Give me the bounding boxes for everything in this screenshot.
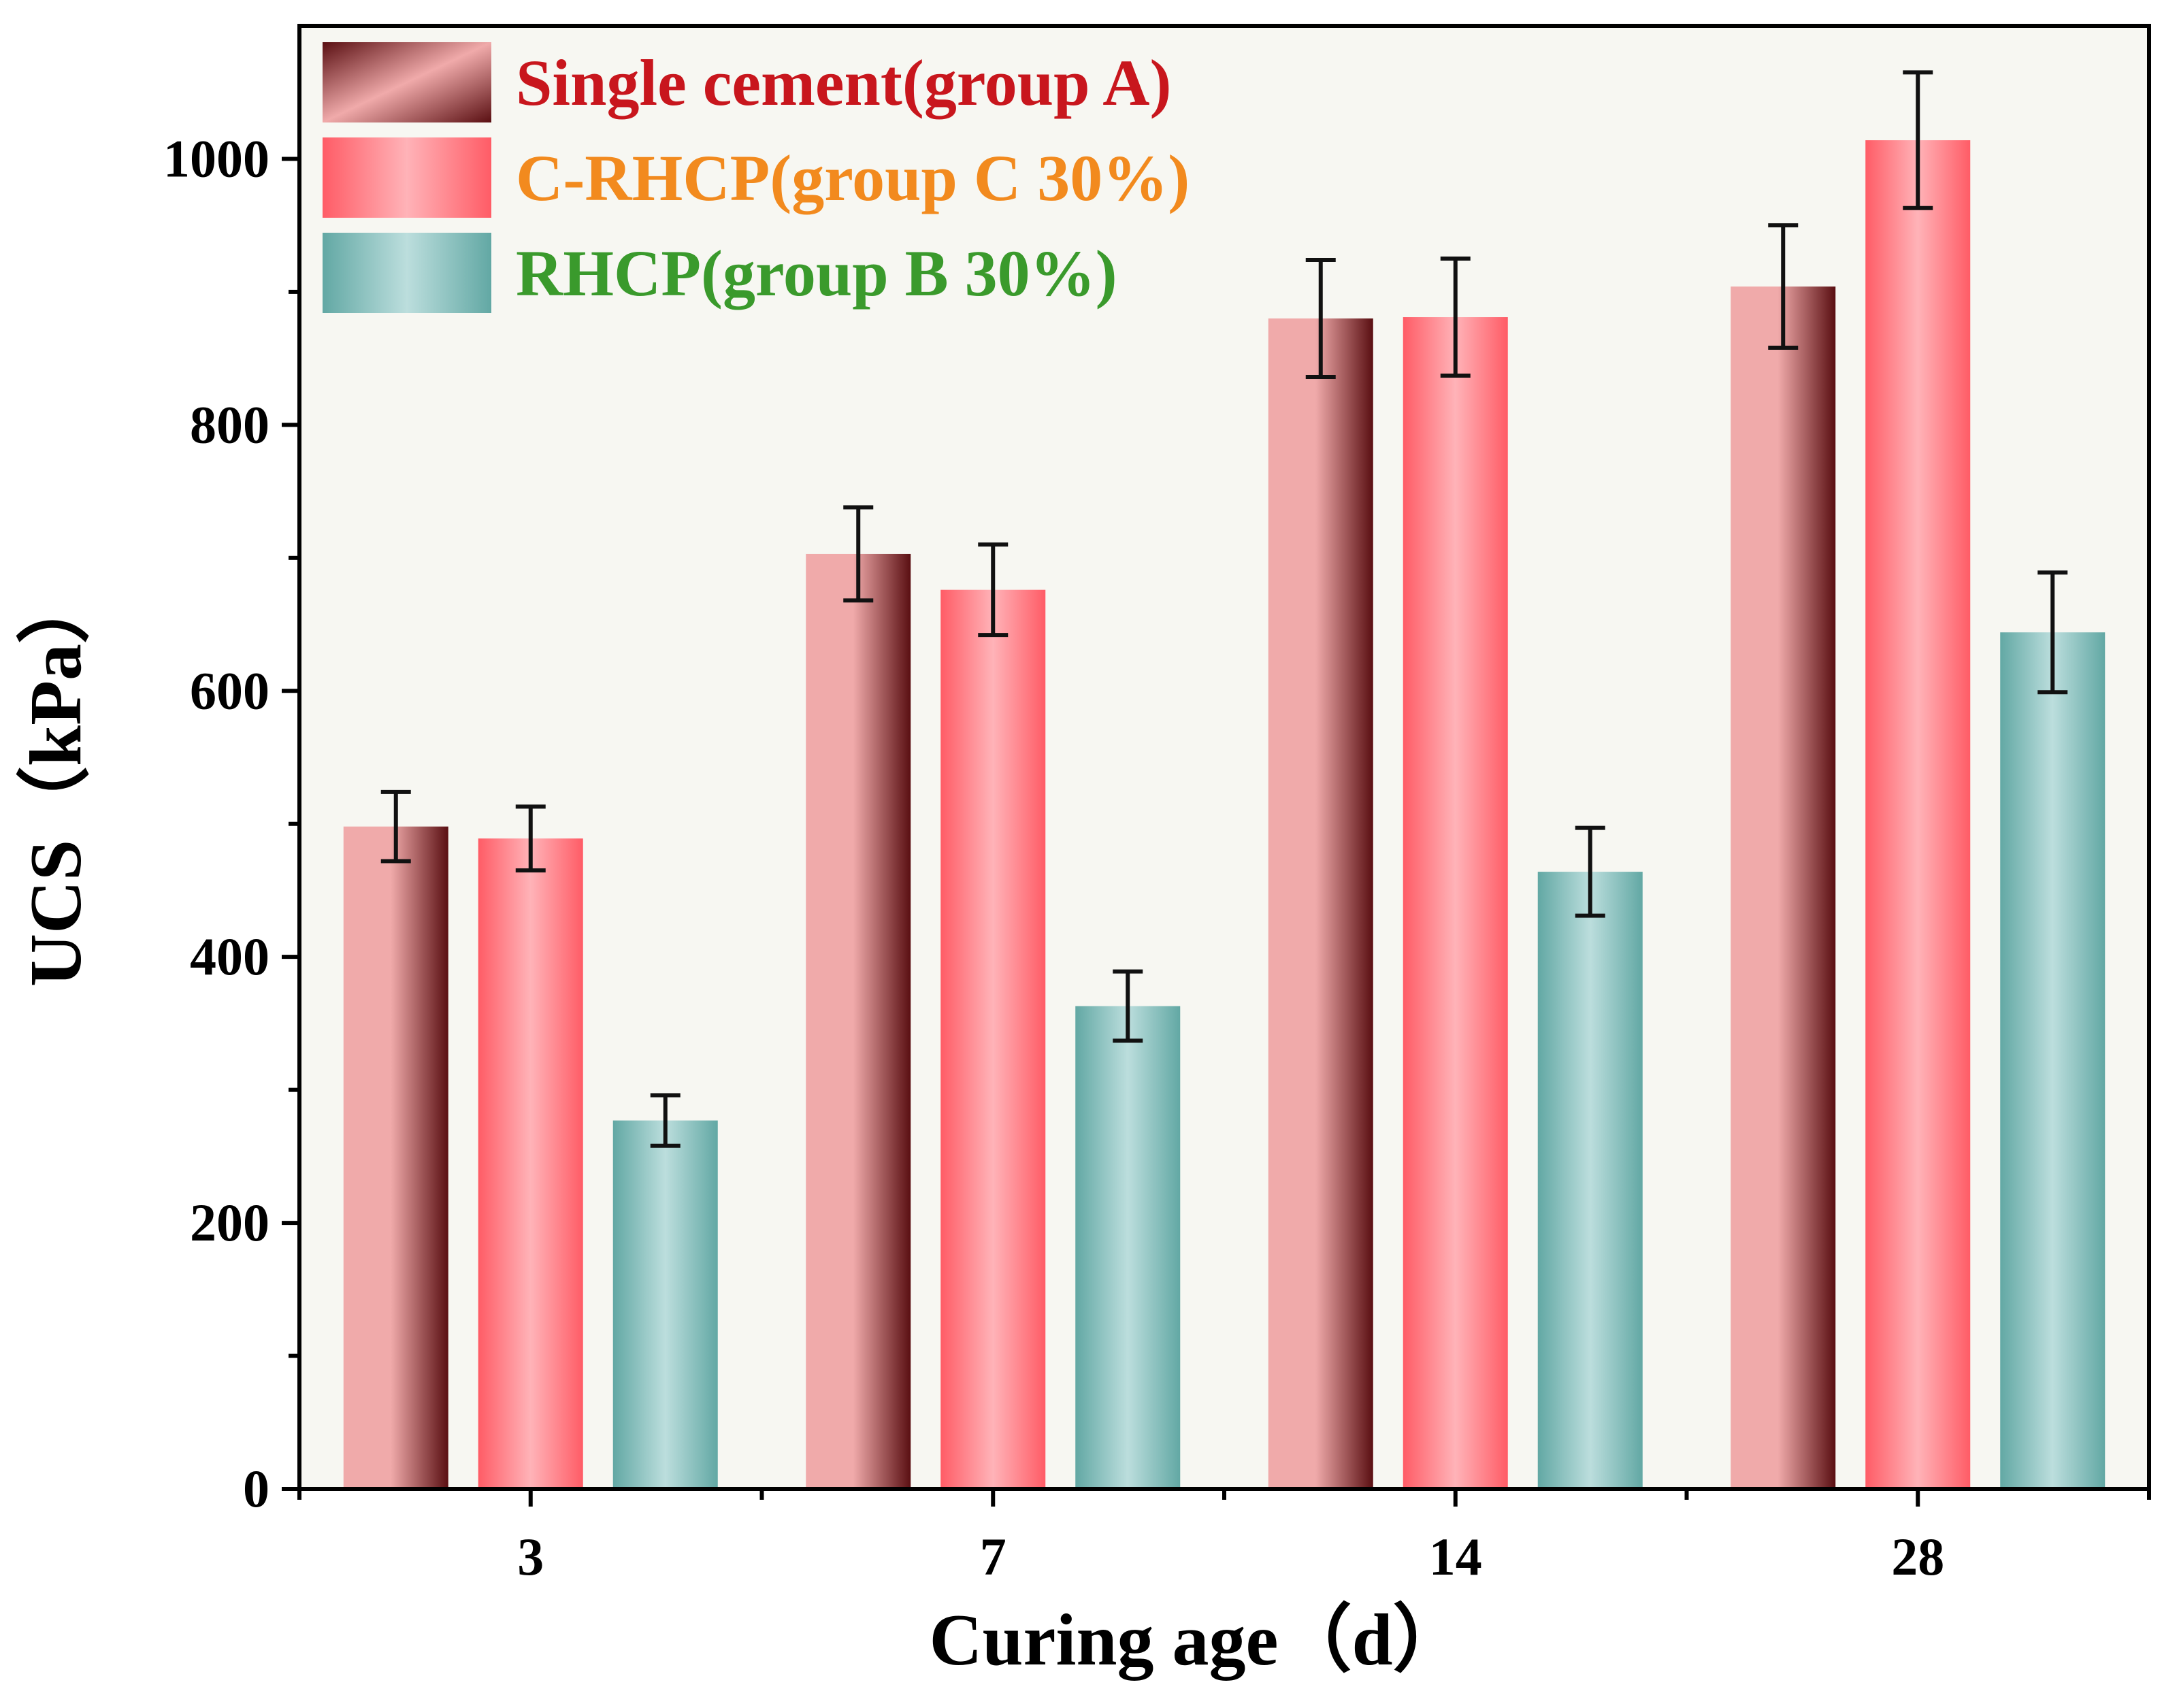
y-tick-label: 600 [190, 661, 269, 720]
y-axis: 0 200 400 600 800 1000 [163, 129, 299, 1518]
bar-series-1-age-28 [1731, 286, 1835, 1489]
x-tick-label: 28 [1891, 1527, 1944, 1586]
bar-series-3-age-7 [1075, 1006, 1180, 1490]
y-tick-label: 400 [190, 927, 269, 986]
bar-series-3-age-3 [613, 1121, 718, 1489]
bar-series-2-age-28 [1865, 140, 1970, 1489]
legend-label: C-RHCP(group C 30%) [516, 142, 1190, 214]
legend-label: Single cement(group A) [516, 46, 1172, 119]
bar-series-2-age-7 [940, 590, 1045, 1489]
bar-series-1-age-14 [1268, 318, 1373, 1489]
y-axis-title: UCS（kPa） [16, 570, 97, 987]
bar-series-2-age-3 [478, 838, 583, 1489]
legend-item-3: RHCP(group B 30%) [323, 233, 1117, 313]
legend-item-1: Single cement(group A) [323, 42, 1172, 122]
bar-series-3-age-28 [2000, 632, 2105, 1489]
x-tick-label: 7 [980, 1527, 1006, 1586]
y-tick-label: 800 [190, 395, 269, 454]
legend-swatch [323, 42, 491, 122]
y-tick-label: 200 [190, 1193, 269, 1252]
legend: Single cement(group A) C-RHCP(group C 30%… [323, 42, 1190, 313]
x-tick-label: 14 [1429, 1527, 1482, 1586]
y-tick-label: 0 [243, 1459, 269, 1518]
x-axis-title: Curing age（d） [929, 1600, 1466, 1681]
legend-swatch [323, 233, 491, 313]
bar-series-2-age-14 [1403, 317, 1508, 1489]
bar-series-3-age-14 [1538, 872, 1643, 1489]
x-axis: 3 7 14 28 [299, 1489, 2149, 1586]
bar-series-1-age-7 [806, 554, 911, 1489]
legend-swatch [323, 137, 491, 218]
bar-series-1-age-3 [344, 827, 448, 1489]
legend-item-2: C-RHCP(group C 30%) [323, 137, 1190, 218]
legend-label: RHCP(group B 30%) [516, 237, 1117, 310]
ucs-bar-chart: 0 200 400 600 800 1000 3 7 14 28 Single cement(g… [0, 0, 2179, 1708]
y-tick-label: 1000 [163, 129, 269, 188]
x-tick-label: 3 [517, 1527, 544, 1586]
